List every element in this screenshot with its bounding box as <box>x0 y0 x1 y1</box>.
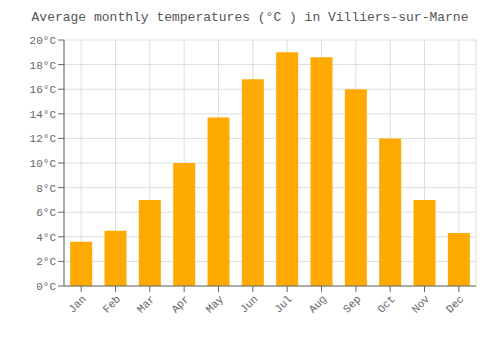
svg-text:May: May <box>204 293 227 316</box>
svg-text:Jan: Jan <box>66 293 88 315</box>
svg-text:14°C: 14°C <box>30 109 57 121</box>
svg-text:20°C: 20°C <box>30 35 57 47</box>
svg-text:Oct: Oct <box>375 293 397 315</box>
svg-text:8°C: 8°C <box>36 183 56 195</box>
svg-text:Mar: Mar <box>135 293 157 315</box>
svg-text:Sep: Sep <box>341 293 363 315</box>
svg-text:Apr: Apr <box>169 293 191 315</box>
svg-text:Dec: Dec <box>444 293 466 315</box>
svg-text:Nov: Nov <box>410 293 433 316</box>
svg-text:18°C: 18°C <box>30 60 57 72</box>
svg-text:Jun: Jun <box>238 293 260 315</box>
svg-text:Jul: Jul <box>272 293 294 315</box>
svg-text:0°C: 0°C <box>36 281 56 293</box>
svg-text:16°C: 16°C <box>30 84 57 96</box>
svg-text:Aug: Aug <box>307 293 329 315</box>
svg-text:12°C: 12°C <box>30 133 57 145</box>
svg-text:10°C: 10°C <box>30 158 57 170</box>
html-text:Average monthly temperatures (: Average monthly temperatures (°C ) in Vi… <box>31 10 469 25</box>
svg-text:6°C: 6°C <box>36 207 56 219</box>
svg-text:Feb: Feb <box>101 293 123 315</box>
svg-text:2°C: 2°C <box>36 256 56 268</box>
svg-text:4°C: 4°C <box>36 232 56 244</box>
